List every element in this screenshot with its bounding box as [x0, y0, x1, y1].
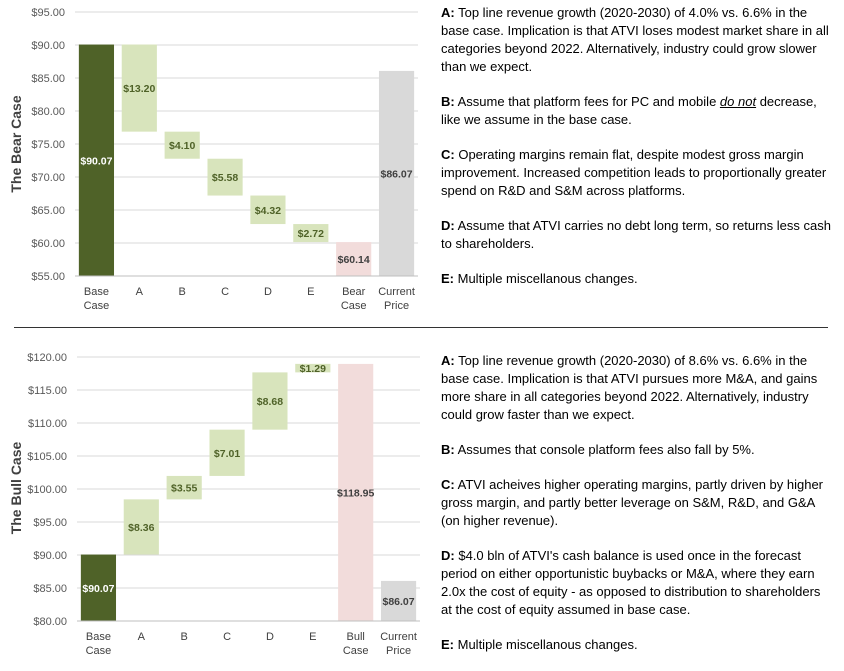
bear-data-label: $13.20 — [123, 83, 155, 95]
bear-note-e: E: Multiple miscellanous changes. — [441, 271, 638, 286]
bull-category-label: D — [266, 631, 274, 643]
bear-category-label: Case — [84, 300, 110, 312]
bull-data-label: $8.68 — [257, 396, 283, 408]
bull-y-tick-label: $100.00 — [27, 484, 67, 496]
bull-bar — [209, 429, 245, 476]
bull-y-tick-label: $120.00 — [27, 352, 67, 364]
bull-data-label: $3.55 — [171, 483, 197, 495]
bear-bar — [207, 158, 243, 196]
bear-data-label: $5.58 — [212, 172, 238, 184]
bull-y-tick-label: $105.00 — [27, 451, 67, 463]
bear-category-label: Bear — [342, 286, 366, 298]
bull-data-label: $1.29 — [300, 363, 326, 375]
bear-y-tick-label: $80.00 — [31, 106, 65, 118]
bull-category-label: Bull — [347, 631, 365, 643]
bull-case-waterfall-chart: $80.00 $85.00 $90.00 $95.00 $100.00 $105.00 $1… — [27, 352, 420, 657]
bear-y-tick-label: $55.00 — [31, 271, 65, 283]
bull-y-tick-label: $90.00 — [33, 550, 67, 562]
bear-note-a: A: Top line revenue growth (2020-2030) o… — [441, 5, 829, 74]
bull-data-label: $90.07 — [82, 583, 114, 595]
bull-category-label: A — [138, 631, 146, 643]
bull-category-label: B — [181, 631, 188, 643]
bull-y-tick-label: $110.00 — [28, 418, 67, 430]
bull-category-label: Case — [86, 645, 112, 657]
bear-bar — [164, 131, 200, 159]
bear-y-tick-label: $70.00 — [31, 172, 65, 184]
bull-category-label: Price — [386, 645, 411, 657]
bull-y-tick-label: $80.00 — [33, 616, 67, 628]
bull-note-b: B: Assumes that console platform fees al… — [441, 442, 755, 457]
bear-case-panel: The Bear Case $55.00 $60.00 $65.00 $70.00 $7… — [0, 0, 844, 322]
bull-case-notes: A: Top line revenue growth (2020-2030) o… — [441, 352, 831, 671]
bear-category-label: B — [179, 286, 186, 298]
bear-data-label: $90.07 — [80, 155, 112, 167]
bear-case-waterfall-chart: $55.00 $60.00 $65.00 $70.00 $75.00 $80.00 $85.… — [31, 7, 418, 312]
bull-data-label: $7.01 — [214, 448, 240, 460]
bear-y-tick-label: $75.00 — [31, 139, 65, 151]
bull-bar — [80, 554, 117, 621]
bear-category-label: Price — [384, 300, 409, 312]
bear-data-label: $86.07 — [381, 168, 413, 180]
bear-data-label: $4.32 — [255, 205, 281, 217]
bear-y-tick-label: $65.00 — [31, 205, 65, 217]
bear-y-tick-label: $90.00 — [31, 40, 65, 52]
bull-data-label: $8.36 — [128, 522, 154, 534]
bear-category-label: A — [136, 286, 144, 298]
bull-note-d: D: $4.0 bln of ATVI's cash balance is us… — [441, 548, 821, 617]
bear-category-label: D — [264, 286, 272, 298]
bear-category-label: Case — [341, 300, 367, 312]
bull-category-label: C — [223, 631, 231, 643]
bear-y-tick-label: $85.00 — [31, 73, 65, 85]
bull-bar — [252, 372, 288, 430]
bear-note-c: C: Operating margins remain flat, despit… — [441, 147, 827, 198]
bear-data-label: $2.72 — [298, 228, 324, 240]
bear-y-tick-label: $95.00 — [31, 7, 65, 19]
bull-bar — [380, 580, 417, 621]
bear-bar — [293, 224, 329, 243]
bull-note-e: E: Multiple miscellanous changes. — [441, 637, 638, 652]
bull-note-c: C: ATVI acheives higher operating margin… — [441, 477, 824, 528]
bear-bar — [336, 242, 372, 276]
bear-bar — [121, 44, 157, 132]
bull-bar — [166, 475, 202, 500]
bull-case-panel: The Bull Case $80.00 $85.00 $90.00 $95.00 $1… — [0, 340, 844, 670]
bull-data-label: $118.95 — [337, 487, 375, 499]
bear-note-b: B: Assume that platform fees for PC and … — [441, 94, 817, 127]
section-divider — [14, 327, 828, 328]
bear-category-label: Base — [84, 286, 109, 298]
bull-category-label: Current — [380, 631, 417, 643]
bull-bar — [123, 499, 159, 555]
bear-data-label: $4.10 — [169, 140, 195, 152]
bear-bar — [378, 70, 415, 276]
bull-category-label: E — [309, 631, 316, 643]
bear-category-label: Current — [378, 286, 415, 298]
bull-data-label: $86.07 — [383, 596, 415, 608]
bull-y-tick-label: $85.00 — [33, 583, 67, 595]
bear-bar — [78, 44, 115, 277]
bear-category-label: C — [221, 286, 229, 298]
bull-y-tick-label: $95.00 — [33, 517, 67, 529]
bull-note-a: A: Top line revenue growth (2020-2030) o… — [441, 353, 818, 422]
bear-y-tick-label: $60.00 — [31, 238, 65, 250]
bull-category-label: Base — [86, 631, 111, 643]
bull-bar — [338, 363, 374, 621]
bull-y-tick-label: $115.00 — [28, 385, 67, 397]
bear-note-d: D: Assume that ATVI carries no debt long… — [441, 218, 831, 251]
bull-bar — [295, 363, 331, 373]
bear-category-label: E — [307, 286, 314, 298]
bull-category-label: Case — [343, 645, 369, 657]
bear-data-label: $60.14 — [338, 254, 370, 266]
bear-case-notes: A: Top line revenue growth (2020-2030) o… — [441, 4, 831, 305]
bear-bar — [250, 195, 286, 225]
